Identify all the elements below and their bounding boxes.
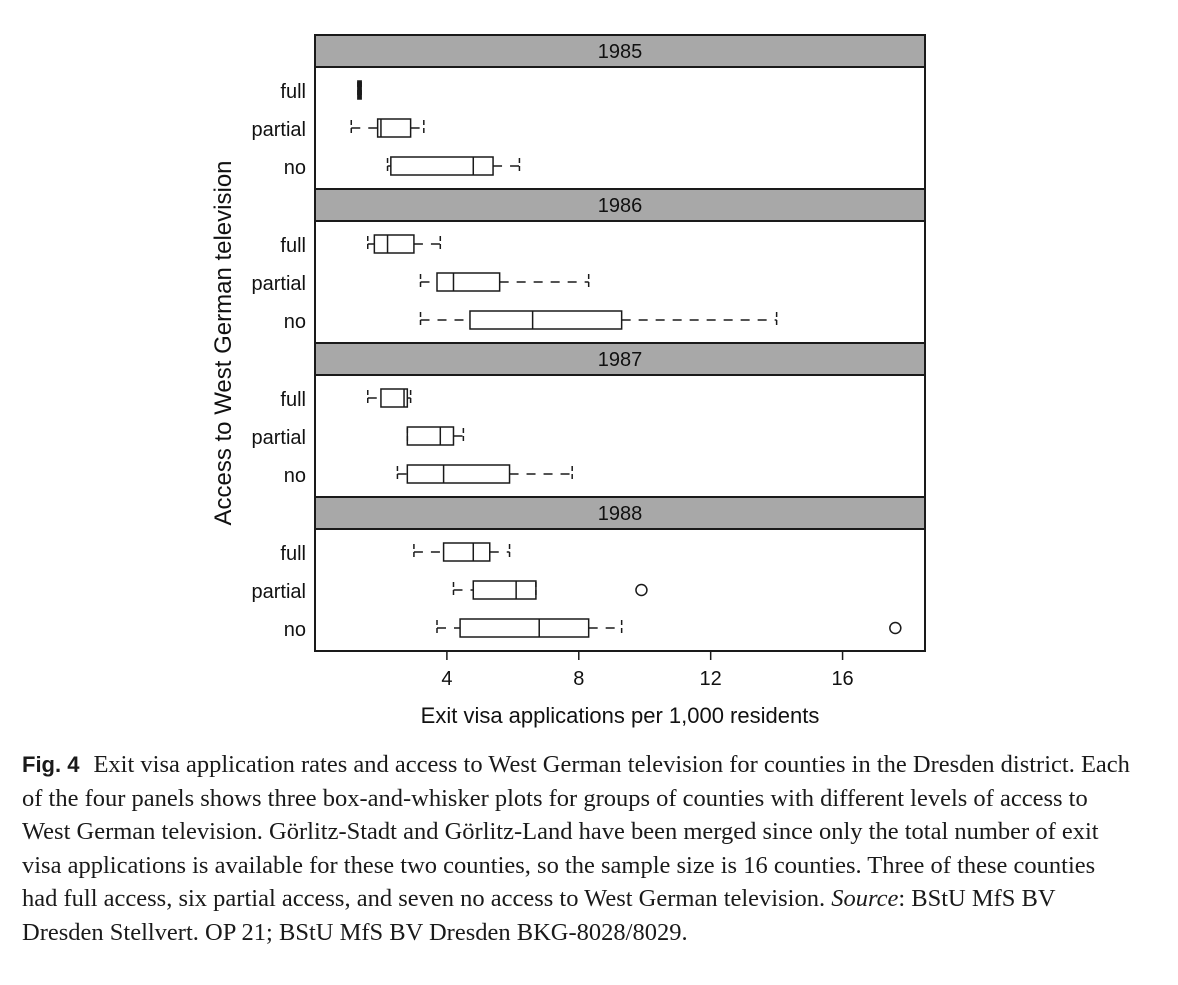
panel-body (314, 528, 926, 652)
x-axis: 4 8 12 16 (441, 651, 854, 690)
category-label: no (284, 311, 306, 333)
x-tick-label: 4 (441, 668, 452, 690)
box-iqr (380, 388, 409, 408)
x-tick-label: 16 (831, 668, 853, 690)
caption-text: Exit visa application rates and access t… (22, 751, 1130, 912)
box-iqr (376, 118, 412, 138)
box-full: full (280, 388, 412, 411)
caption-label: Fig. 4 (22, 752, 80, 777)
panel-title: 1985 (598, 41, 643, 63)
y-axis-label: Access to West German television (210, 160, 237, 525)
box-no: no (284, 156, 521, 179)
panel-body (314, 220, 926, 344)
panel-title: 1988 (598, 503, 643, 525)
panel-body (314, 374, 926, 498)
box-partial: partial (252, 580, 648, 603)
box-iqr (390, 156, 494, 176)
caption-source-text: : BStU MfS BV Dresden Stellvert. OP 21; … (22, 885, 1056, 946)
category-label: full (280, 543, 306, 565)
box-iqr (406, 464, 511, 484)
panel-1987: 1987 full partial no (252, 342, 926, 498)
box-no: no (284, 310, 778, 333)
box-iqr (406, 426, 455, 446)
x-tick-label: 12 (700, 668, 722, 690)
category-label: full (280, 81, 306, 103)
panel-1985: 1985 full partial no (252, 34, 926, 190)
box-no: no (284, 618, 902, 641)
category-label: no (284, 465, 306, 487)
outlier-point (635, 583, 648, 597)
outlier-point (889, 621, 902, 635)
boxplot-figure: 1985 full partial no 1986 full partial no 1987 fu… (210, 34, 926, 728)
panel-title: 1987 (598, 349, 643, 371)
x-axis-label: Exit visa applications per 1,000 residen… (421, 703, 820, 728)
category-label: partial (252, 273, 306, 295)
x-tick-label: 8 (573, 668, 584, 690)
category-label: no (284, 157, 306, 179)
box-partial: partial (252, 118, 425, 141)
chart-panels: 1985 full partial no 1986 full partial no 1987 fu… (252, 34, 926, 652)
figure-caption: Fig. 4 Exit visa application rates and ac… (22, 748, 1132, 949)
box-iqr (459, 618, 590, 638)
box-full: full (280, 80, 362, 103)
category-label: no (284, 619, 306, 641)
panel-1988: 1988 full partial no (252, 496, 926, 652)
panel-1986: 1986 full partial no (252, 188, 926, 344)
category-label: full (280, 389, 306, 411)
box-iqr (469, 310, 623, 330)
panel-header (314, 34, 926, 68)
panel-header (314, 342, 926, 376)
box-full: full (280, 542, 511, 565)
box-iqr (436, 272, 501, 292)
box-iqr (373, 234, 415, 254)
box-no: no (284, 464, 573, 487)
box-full: full (280, 234, 442, 257)
caption-source-label: Source (831, 885, 899, 912)
category-label: full (280, 235, 306, 257)
panel-title: 1986 (598, 195, 643, 217)
category-label: partial (252, 119, 306, 141)
panel-body (314, 66, 926, 190)
category-label: partial (252, 581, 306, 603)
box-partial: partial (252, 426, 465, 449)
category-label: partial (252, 427, 306, 449)
box-iqr (472, 580, 537, 600)
box-partial: partial (252, 272, 590, 295)
box-iqr (442, 542, 491, 562)
